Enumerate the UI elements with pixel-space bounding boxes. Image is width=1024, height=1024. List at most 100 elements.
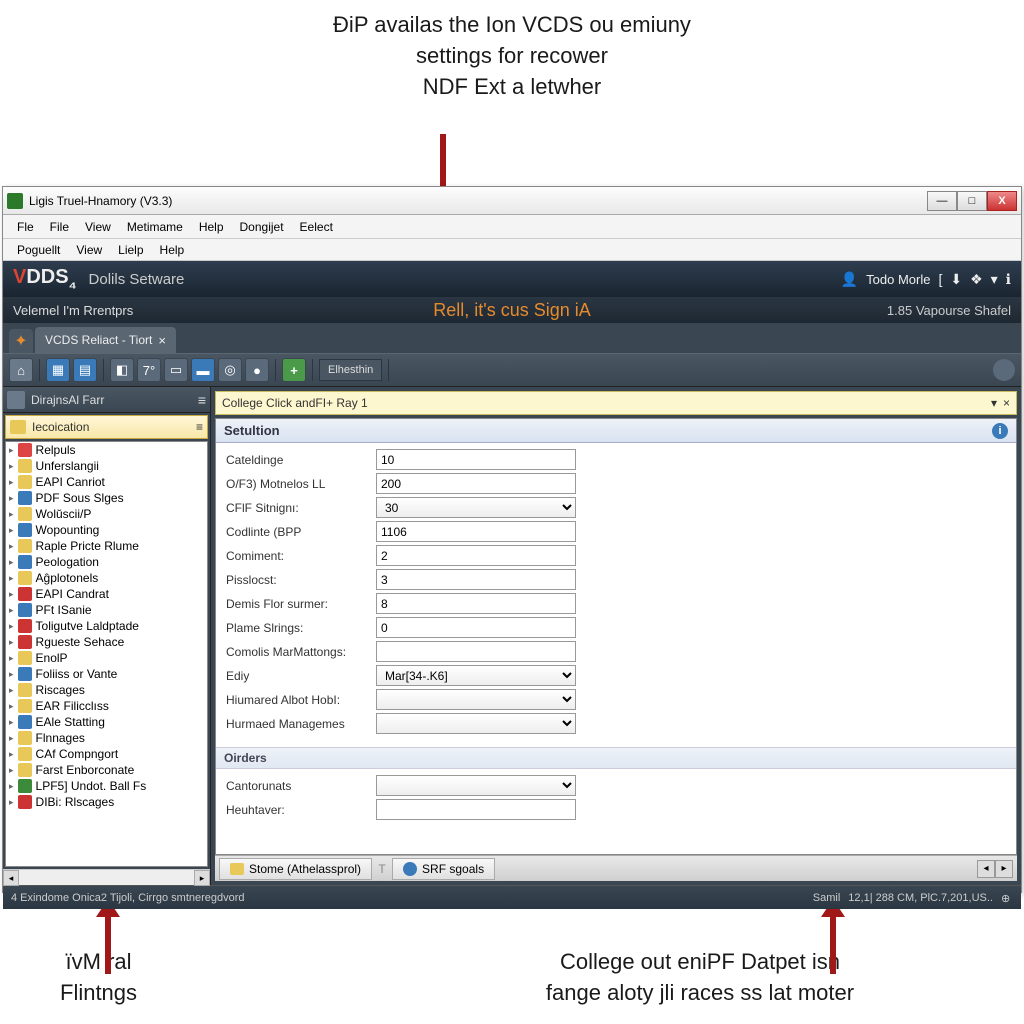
- tree-item[interactable]: ▸Aĝplotonels: [6, 570, 207, 586]
- tool-icon-8[interactable]: ●: [245, 358, 269, 382]
- globe-icon[interactable]: ◎: [218, 358, 242, 382]
- dropdown-icon[interactable]: ▾: [991, 271, 998, 288]
- tab-new-button[interactable]: ✦: [9, 329, 33, 353]
- sidebar-hscroll[interactable]: ◂ ▸: [3, 869, 210, 885]
- menu-item[interactable]: Poguellt: [9, 241, 68, 259]
- expand-icon[interactable]: ▸: [9, 605, 14, 616]
- tree-item[interactable]: ▸CAf Compngort: [6, 746, 207, 762]
- expand-icon[interactable]: ▸: [9, 765, 14, 776]
- tree-item[interactable]: ▸Flnnages: [6, 730, 207, 746]
- tree-item[interactable]: ▸Foliiss or Vante: [6, 666, 207, 682]
- tool-icon-2[interactable]: ▤: [73, 358, 97, 382]
- expand-icon[interactable]: ▸: [9, 653, 14, 664]
- expand-icon[interactable]: ▸: [9, 541, 14, 552]
- sidebar-menu-icon[interactable]: ≡: [198, 392, 206, 408]
- info-bar-close-icon[interactable]: ×: [1003, 396, 1010, 410]
- sidebar-tree[interactable]: ▸Relpuls▸Unferslangii▸EAPI Canriot▸PDF S…: [5, 441, 208, 867]
- expand-icon[interactable]: ▸: [9, 749, 14, 760]
- expand-icon[interactable]: ▸: [9, 525, 14, 536]
- clock-icon[interactable]: [993, 359, 1015, 381]
- form-input[interactable]: [376, 473, 576, 494]
- diamond-icon[interactable]: ❖: [970, 271, 983, 288]
- form-input[interactable]: [376, 521, 576, 542]
- sidebar-sel-menu-icon[interactable]: ≡: [196, 420, 203, 434]
- tree-item[interactable]: ▸DIBi: Rlscages: [6, 794, 207, 810]
- menu-item[interactable]: Dongijet: [232, 218, 292, 236]
- tree-item[interactable]: ▸EAPI Candrat: [6, 586, 207, 602]
- expand-icon[interactable]: ▸: [9, 445, 14, 456]
- menu-item[interactable]: File: [42, 218, 77, 236]
- menu-item[interactable]: Eelect: [292, 218, 341, 236]
- tool-icon-5[interactable]: ▭: [164, 358, 188, 382]
- expand-icon[interactable]: ▸: [9, 701, 14, 712]
- bottom-tab-2[interactable]: SRF sgoals: [392, 858, 495, 880]
- menu-item[interactable]: Help: [191, 218, 232, 236]
- tree-item[interactable]: ▸Raple Pricte Rlume: [6, 538, 207, 554]
- maximize-button[interactable]: □: [957, 191, 987, 211]
- expand-icon[interactable]: ▸: [9, 717, 14, 728]
- expand-icon[interactable]: ▸: [9, 589, 14, 600]
- form-input[interactable]: [376, 713, 576, 734]
- expand-icon[interactable]: ▸: [9, 621, 14, 632]
- menu-item[interactable]: View: [77, 218, 119, 236]
- tool-icon-6[interactable]: ▬: [191, 358, 215, 382]
- scroll-right-icon[interactable]: ▸: [194, 870, 210, 886]
- expand-icon[interactable]: ▸: [9, 685, 14, 696]
- menu-item[interactable]: Help: [152, 241, 193, 259]
- tab-close-icon[interactable]: ×: [158, 333, 166, 348]
- tree-item[interactable]: ▸EAle Statting: [6, 714, 207, 730]
- tree-item[interactable]: ▸Riscages: [6, 682, 207, 698]
- expand-icon[interactable]: ▸: [9, 477, 14, 488]
- form-input[interactable]: [376, 799, 576, 820]
- tool-icon-4[interactable]: 7°: [137, 358, 161, 382]
- expand-icon[interactable]: ▸: [9, 573, 14, 584]
- toolbar-button[interactable]: Elhesthin: [319, 359, 382, 381]
- menu-item[interactable]: Lielp: [110, 241, 151, 259]
- info-icon[interactable]: ℹ: [1006, 271, 1011, 288]
- tree-item[interactable]: ▸Peologation: [6, 554, 207, 570]
- tree-item[interactable]: ▸Toligutve Laldptade: [6, 618, 207, 634]
- form-input[interactable]: [376, 545, 576, 566]
- expand-icon[interactable]: ▸: [9, 781, 14, 792]
- form-input[interactable]: [376, 775, 576, 796]
- home-icon[interactable]: ⌂: [9, 358, 33, 382]
- form-input[interactable]: [376, 641, 576, 662]
- close-button[interactable]: X: [987, 191, 1017, 211]
- form-input[interactable]: 30: [376, 497, 576, 518]
- info-bar-dropdown-icon[interactable]: ▾: [991, 396, 997, 410]
- form-info-icon[interactable]: i: [992, 423, 1008, 439]
- form-input[interactable]: [376, 689, 576, 710]
- scroll-left-icon[interactable]: ◂: [3, 870, 19, 886]
- user-icon[interactable]: 👤: [841, 271, 858, 288]
- sidebar-selected[interactable]: Iecoication ≡: [5, 415, 208, 439]
- tree-item[interactable]: ▸EAR Filicclıss: [6, 698, 207, 714]
- download-icon[interactable]: ⬇: [950, 271, 962, 288]
- bottom-scroll-right-icon[interactable]: ▸: [995, 860, 1013, 878]
- expand-icon[interactable]: ▸: [9, 669, 14, 680]
- tree-item[interactable]: ▸EAPI Canriot: [6, 474, 207, 490]
- tree-item[interactable]: ▸PFt ISanie: [6, 602, 207, 618]
- form-input[interactable]: [376, 617, 576, 638]
- tool-icon-1[interactable]: ▦: [46, 358, 70, 382]
- user-label[interactable]: Todo Morle: [866, 272, 930, 287]
- form-input[interactable]: [376, 449, 576, 470]
- menu-item[interactable]: Fle: [9, 218, 42, 236]
- tool-icon-3[interactable]: ◧: [110, 358, 134, 382]
- tree-item[interactable]: ▸Unferslangii: [6, 458, 207, 474]
- expand-icon[interactable]: ▸: [9, 557, 14, 568]
- tree-item[interactable]: ▸Relpuls: [6, 442, 207, 458]
- expand-icon[interactable]: ▸: [9, 493, 14, 504]
- tree-item[interactable]: ▸Farst Enborconate: [6, 762, 207, 778]
- menu-item[interactable]: Metimame: [119, 218, 191, 236]
- tree-item[interactable]: ▸EnolP: [6, 650, 207, 666]
- expand-icon[interactable]: ▸: [9, 733, 14, 744]
- add-icon[interactable]: +: [282, 358, 306, 382]
- form-input[interactable]: Mar[34-.K6]: [376, 665, 576, 686]
- menu-item[interactable]: View: [68, 241, 110, 259]
- expand-icon[interactable]: ▸: [9, 461, 14, 472]
- tree-item[interactable]: ▸PDF Sous Slges: [6, 490, 207, 506]
- form-input[interactable]: [376, 569, 576, 590]
- expand-icon[interactable]: ▸: [9, 797, 14, 808]
- form-input[interactable]: [376, 593, 576, 614]
- tree-item[interactable]: ▸Wopounting: [6, 522, 207, 538]
